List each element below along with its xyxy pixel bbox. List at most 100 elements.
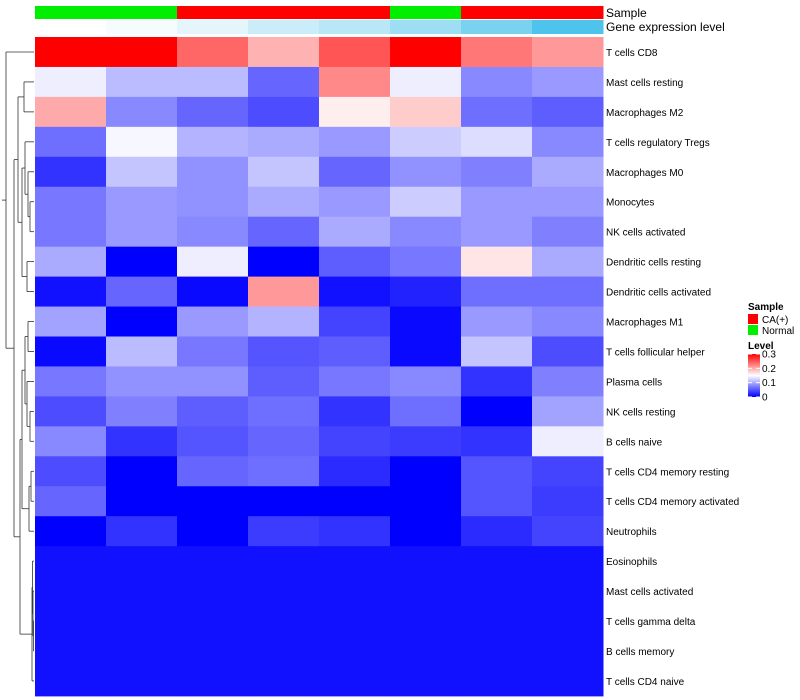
heatmap-cell bbox=[319, 576, 391, 607]
sample-annotation-cell bbox=[390, 6, 462, 19]
heatmap-cell bbox=[35, 516, 107, 547]
heatmap-cell bbox=[177, 306, 249, 337]
heatmap-cell bbox=[390, 665, 462, 697]
heatmap-cell bbox=[461, 665, 533, 697]
heatmap-cell bbox=[106, 426, 178, 457]
heatmap-cell bbox=[106, 306, 178, 337]
heatmap-cell bbox=[248, 96, 320, 128]
heatmap-cell bbox=[35, 96, 107, 128]
legend-level-title: Level bbox=[748, 341, 774, 352]
legend-label-ca: CA(+) bbox=[762, 315, 788, 326]
heatmap-cell bbox=[390, 66, 462, 98]
heatmap-cell bbox=[532, 456, 604, 487]
heatmap-cell bbox=[461, 37, 533, 68]
heatmap-cell bbox=[248, 366, 320, 397]
heatmap-cell bbox=[35, 37, 107, 68]
heatmap-cell bbox=[390, 546, 462, 577]
heatmap-cell bbox=[532, 576, 604, 607]
heatmap-cell bbox=[35, 336, 107, 367]
heatmap-cell bbox=[35, 66, 107, 98]
heatmap-cell bbox=[177, 216, 249, 248]
row-label: Macrophages M2 bbox=[606, 108, 684, 119]
heatmap-cell bbox=[532, 665, 604, 697]
row-label: B cells memory bbox=[606, 647, 674, 658]
heatmap-cell bbox=[390, 186, 462, 218]
heatmap-cell bbox=[248, 246, 320, 278]
row-label: NK cells resting bbox=[606, 407, 675, 418]
heatmap-cell bbox=[248, 66, 320, 98]
heatmap-cell bbox=[177, 486, 249, 517]
heatmap-cell bbox=[177, 276, 249, 308]
row-label: Monocytes bbox=[606, 198, 654, 209]
heatmap-cell bbox=[177, 126, 249, 158]
heatmap-cell bbox=[106, 456, 178, 487]
heatmap-cell bbox=[35, 306, 107, 337]
heatmap-cell bbox=[461, 396, 533, 427]
heatmap-cell bbox=[106, 186, 178, 218]
heatmap-cell bbox=[461, 186, 533, 218]
expression-annotation-cell bbox=[35, 20, 107, 34]
row-label: Macrophages M0 bbox=[606, 168, 684, 179]
heatmap-cell bbox=[390, 96, 462, 128]
row-label: T cells regulatory Tregs bbox=[606, 138, 710, 149]
heatmap-cell bbox=[177, 665, 249, 697]
level-colorbar bbox=[748, 354, 760, 397]
heatmap-cell bbox=[319, 306, 391, 337]
heatmap-cell bbox=[106, 276, 178, 308]
heatmap-cell bbox=[532, 246, 604, 278]
heatmap-cell bbox=[319, 546, 391, 577]
heatmap-cell bbox=[390, 37, 462, 68]
heatmap-cell bbox=[532, 516, 604, 547]
heatmap-cell bbox=[461, 636, 533, 667]
heatmap-cell bbox=[248, 126, 320, 158]
row-label: T cells CD4 naive bbox=[606, 677, 685, 688]
heatmap-cell bbox=[35, 126, 107, 158]
heatmap-cell bbox=[390, 246, 462, 278]
row-label: T cells follicular helper bbox=[606, 347, 705, 358]
heatmap-cell bbox=[106, 246, 178, 278]
heatmap-cell bbox=[532, 366, 604, 397]
heatmap-cell bbox=[177, 606, 249, 637]
heatmap-cell bbox=[532, 66, 604, 98]
legend: Sample CA(+) Normal Level 0.3 0.2 0.1 0 bbox=[748, 302, 794, 404]
sample-annotation-cell bbox=[248, 6, 320, 19]
heatmap-cell bbox=[106, 665, 178, 697]
heatmap-cell bbox=[177, 456, 249, 487]
heatmap-cell bbox=[177, 246, 249, 278]
row-label: Mast cells resting bbox=[606, 78, 683, 89]
sample-annotation-bar bbox=[35, 6, 604, 19]
sample-annotation-label: Sample bbox=[606, 6, 647, 20]
heatmap-cell bbox=[532, 396, 604, 427]
heatmap-cell bbox=[390, 336, 462, 367]
heatmap-cell bbox=[35, 396, 107, 427]
heatmap-cell bbox=[248, 665, 320, 697]
heatmap-cell bbox=[319, 246, 391, 278]
heatmap-cell bbox=[532, 276, 604, 308]
heatmap-cell bbox=[106, 66, 178, 98]
heatmap-cell bbox=[390, 606, 462, 637]
heatmap-cell bbox=[319, 37, 391, 68]
heatmap-cell bbox=[248, 186, 320, 218]
heatmap-cell bbox=[106, 546, 178, 577]
level-tick-label: 0.3 bbox=[762, 350, 776, 361]
heatmap-cell bbox=[248, 636, 320, 667]
heatmap-cell bbox=[35, 665, 107, 697]
heatmap-cell bbox=[35, 366, 107, 397]
expression-annotation-cell bbox=[532, 20, 604, 34]
heatmap-cell bbox=[248, 276, 320, 308]
heatmap-cell bbox=[106, 516, 178, 547]
heatmap-cell bbox=[461, 126, 533, 158]
heatmap-cell bbox=[532, 306, 604, 337]
heatmap-cell bbox=[177, 426, 249, 457]
heatmap-cell bbox=[35, 156, 107, 188]
heatmap-cell bbox=[177, 37, 249, 68]
heatmap-cell bbox=[532, 426, 604, 457]
heatmap-cell bbox=[177, 156, 249, 188]
row-label: T cells CD4 memory activated bbox=[606, 497, 739, 508]
expression-annotation-bar bbox=[35, 20, 604, 34]
level-tick-label: 0.1 bbox=[762, 378, 776, 389]
heatmap-cell bbox=[177, 96, 249, 128]
heatmap-cell bbox=[177, 336, 249, 367]
heatmap-cell bbox=[532, 486, 604, 517]
